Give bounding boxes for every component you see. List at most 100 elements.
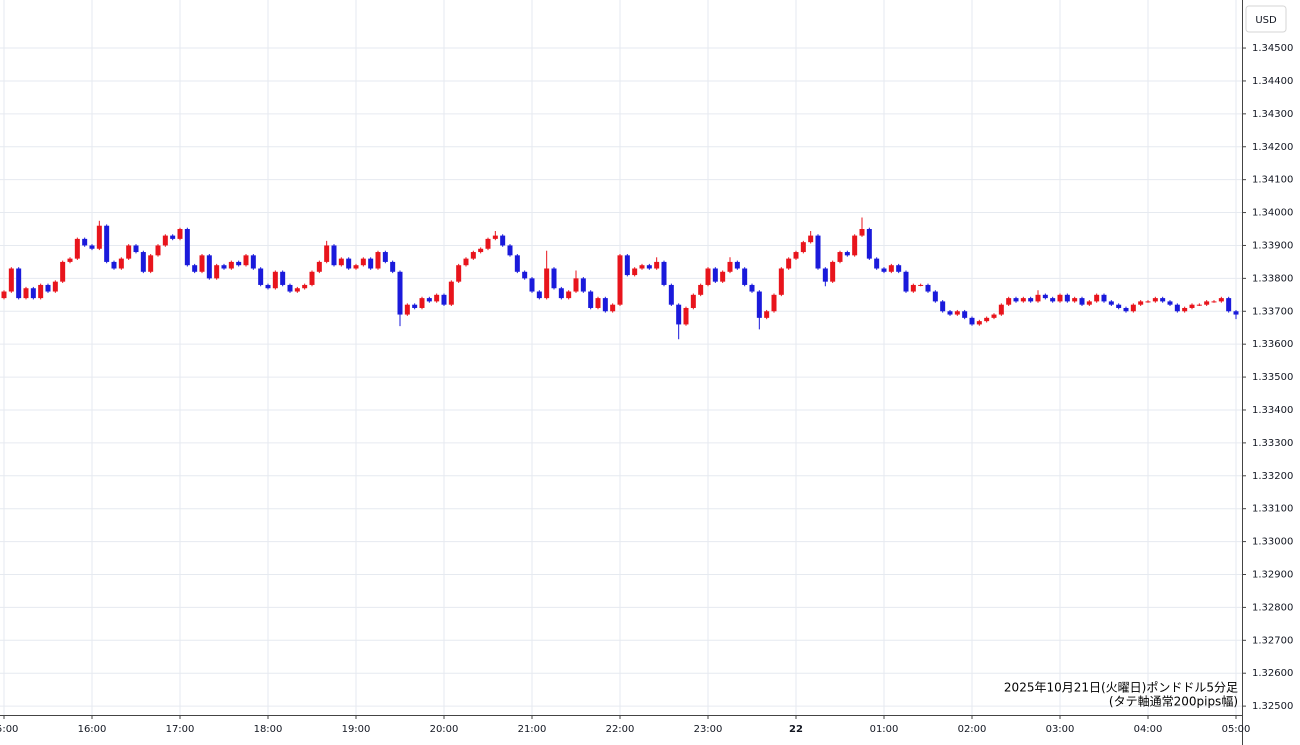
x-tick-label: 02:00 <box>958 724 987 735</box>
candle-body <box>690 294 696 308</box>
y-tick-label: 1.33200 <box>1252 471 1293 482</box>
currency-label: USD <box>1255 15 1277 26</box>
candle-body <box>8 268 14 292</box>
candle-body <box>947 311 953 315</box>
candle-body <box>734 261 740 269</box>
y-tick-label: 1.34300 <box>1252 109 1293 120</box>
candle-body <box>800 242 806 253</box>
candle-body <box>302 284 308 289</box>
candle-body <box>118 258 124 269</box>
y-tick-label: 1.32800 <box>1252 602 1293 613</box>
x-tick-label: 17:00 <box>166 724 195 735</box>
y-tick-label: 1.33900 <box>1252 240 1293 251</box>
candle-body <box>844 252 850 256</box>
candle-body <box>177 229 183 239</box>
candle-body <box>683 307 689 325</box>
candle-body <box>500 235 506 246</box>
candle-body <box>962 311 968 318</box>
candle-body <box>463 258 469 266</box>
y-tick-label: 1.34000 <box>1252 208 1293 219</box>
candle-body <box>375 252 381 269</box>
candle-body <box>272 271 278 289</box>
candle-body <box>331 245 337 266</box>
candle-body <box>903 271 909 292</box>
candle-body <box>60 261 66 282</box>
candle-body <box>514 255 520 272</box>
y-tick-label: 1.33100 <box>1252 504 1293 515</box>
x-tick-label: 23:00 <box>694 724 723 735</box>
candle-body <box>624 255 630 276</box>
candle-body <box>140 252 146 272</box>
candle-body <box>859 229 865 236</box>
candle-body <box>925 284 931 292</box>
y-tick-label: 1.33700 <box>1252 306 1293 317</box>
candle-body <box>632 268 638 276</box>
candle-body <box>837 252 843 262</box>
candle-body <box>536 291 542 299</box>
candle-body <box>89 245 95 249</box>
candle-body <box>52 281 58 292</box>
candle-body <box>492 235 498 239</box>
candle-body <box>1218 298 1224 302</box>
candle-body <box>155 245 161 256</box>
candle-body <box>822 268 828 282</box>
candle-body <box>126 245 132 259</box>
candle-body <box>1160 298 1166 302</box>
price-axis-bg <box>1242 0 1300 745</box>
candle-body <box>720 271 726 282</box>
x-tick-label: 03:00 <box>1046 724 1075 735</box>
x-tick-label: 20:00 <box>430 724 459 735</box>
candle-body <box>434 294 440 302</box>
candle-body <box>808 235 814 243</box>
candle-body <box>646 265 652 269</box>
candle-body <box>390 261 396 272</box>
y-tick-label: 1.32600 <box>1252 668 1293 679</box>
candle-body <box>610 304 616 312</box>
y-tick-label: 1.33600 <box>1252 339 1293 350</box>
candle-body <box>1174 304 1180 312</box>
candle-body <box>969 317 975 325</box>
candle-body <box>382 252 388 262</box>
candle-body <box>1042 294 1048 299</box>
candle-body <box>566 291 572 299</box>
candle-body <box>104 225 110 262</box>
y-tick-label: 1.33300 <box>1252 438 1293 449</box>
candle-body <box>250 255 256 269</box>
candle-body <box>698 284 704 295</box>
candle-body <box>998 304 1004 315</box>
candle-body <box>228 261 234 269</box>
candle-body <box>1013 298 1019 302</box>
y-tick-label: 1.34400 <box>1252 76 1293 87</box>
candle-body <box>1108 301 1114 305</box>
y-tick-label: 1.33800 <box>1252 273 1293 284</box>
candle-body <box>82 238 88 246</box>
candle-body <box>918 284 924 286</box>
candle-body <box>507 245 513 256</box>
candle-body <box>353 265 359 269</box>
candle-body <box>199 255 205 272</box>
candle-body <box>544 268 550 299</box>
candle-body <box>573 278 579 292</box>
candle-body <box>742 268 748 285</box>
candle-body <box>1101 294 1107 302</box>
x-tick-label: 16:00 <box>78 724 107 735</box>
candle-body <box>360 258 366 266</box>
candle-body <box>1226 298 1232 312</box>
candle-body <box>346 258 352 269</box>
candle-body <box>265 284 271 289</box>
candle-body <box>786 258 792 269</box>
x-tick-label: 04:00 <box>1134 724 1163 735</box>
candle-body <box>184 229 190 266</box>
candle-body <box>617 255 623 305</box>
candle-body <box>1204 301 1210 305</box>
candle-body <box>1116 304 1122 308</box>
candle-body <box>258 268 264 285</box>
candle-body <box>1086 301 1092 305</box>
candle-body <box>397 271 403 315</box>
y-tick-label: 1.32900 <box>1252 570 1293 581</box>
candle-body <box>661 261 667 285</box>
candle-body <box>1064 294 1070 302</box>
candle-body <box>368 258 374 269</box>
